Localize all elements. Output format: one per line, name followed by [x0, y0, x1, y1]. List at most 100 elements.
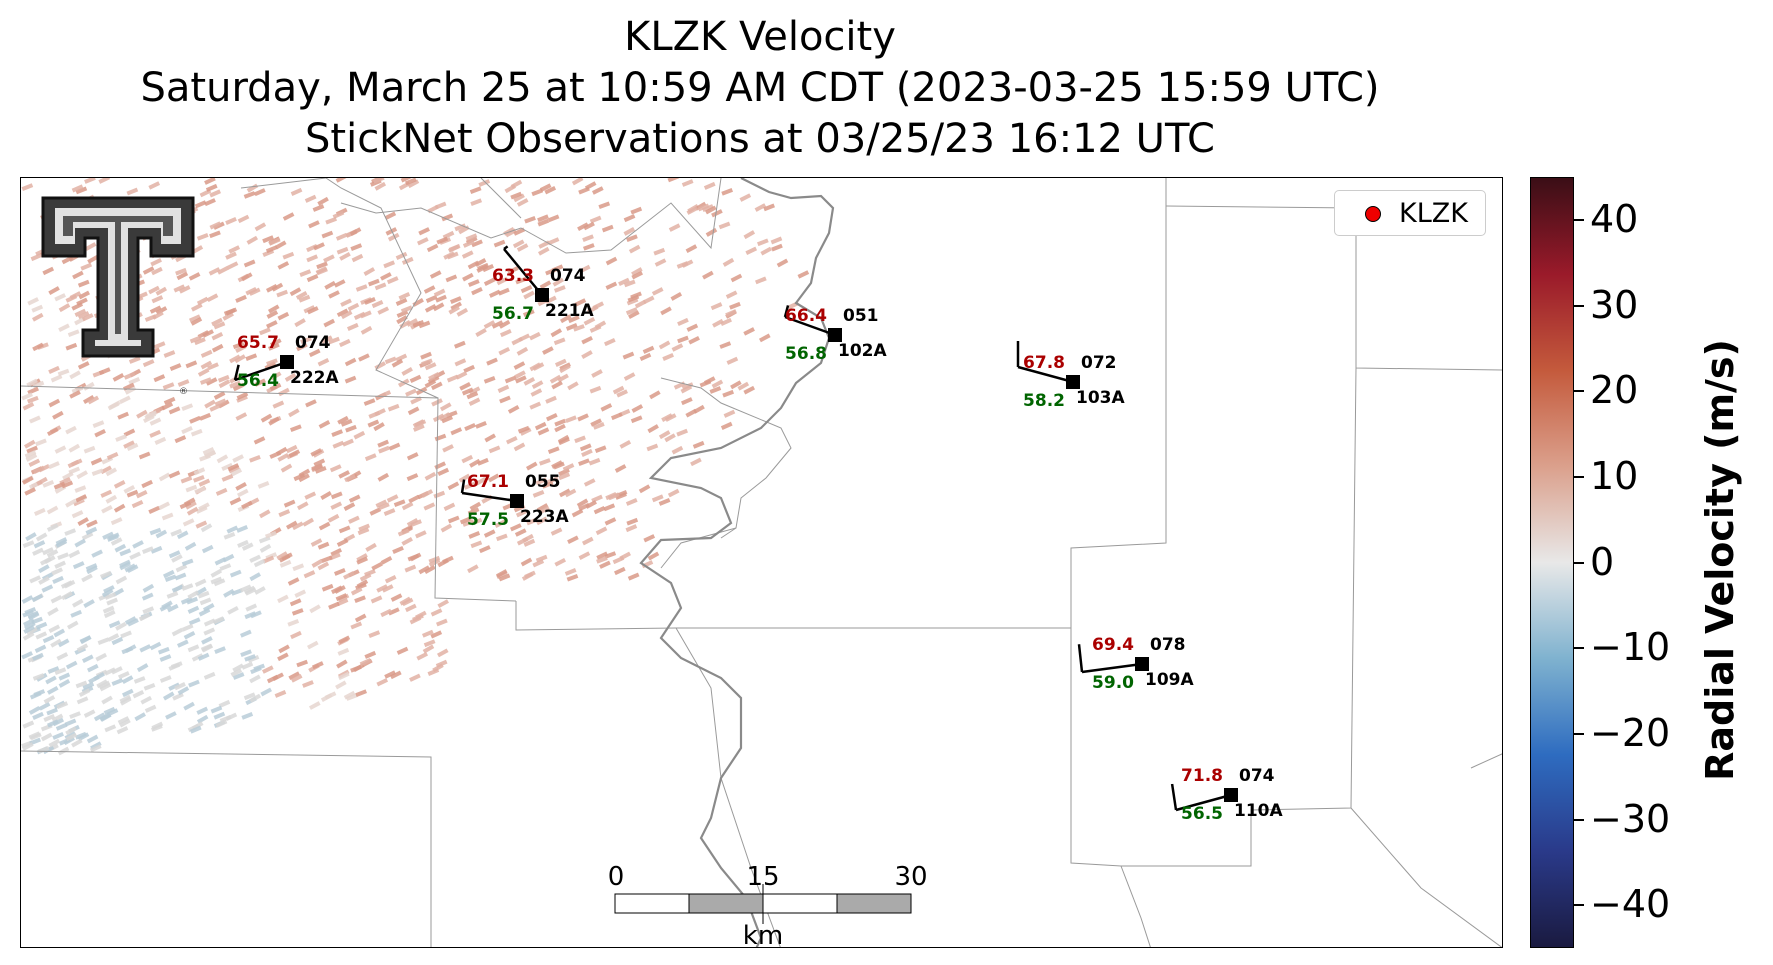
station-dewpoint: 56.4 [237, 371, 279, 391]
sticknet-stations: 65.7 074 56.4 222A 63.3 074 56.7 221A 66.4 051 56.… [233, 245, 1283, 824]
radar-velocity-layer [21, 178, 810, 756]
colorbar-tick-mark [1574, 561, 1584, 564]
station-temp: 63.3 [492, 266, 534, 286]
wind-barb-flag [1170, 783, 1178, 811]
boundary-line [240, 178, 327, 189]
map-canvas[interactable]: ® 65.7 074 56.4 222A 63.3 074 56.7 221A 66.4 051 5… [21, 178, 1503, 948]
scale-label-30: 30 [894, 862, 928, 892]
colorbar-tick-label: 10 [1590, 453, 1639, 498]
wind-barb-flag [1077, 644, 1084, 673]
station-dewpoint: 59.0 [1092, 673, 1134, 693]
station-wind-dir: 074 [550, 266, 586, 286]
colorbar-tick-label: −10 [1590, 625, 1671, 670]
boundary-line [340, 178, 722, 254]
colorbar-tick-mark [1574, 304, 1584, 307]
station-id: 103A [1076, 388, 1125, 408]
station-temp: 67.8 [1023, 353, 1065, 373]
colorbar-tick-mark [1574, 904, 1584, 907]
station-plot[interactable]: 67.8 072 58.2 103A [1016, 341, 1125, 411]
scale-bar [614, 884, 912, 924]
station-wind-dir: 055 [525, 472, 561, 492]
station-marker-icon[interactable] [280, 355, 294, 369]
station-marker-icon[interactable] [535, 288, 549, 302]
colorbar-title: Radial Velocity (m/s) [1698, 339, 1742, 781]
boundary-line [720, 527, 737, 539]
station-id: 110A [1234, 801, 1283, 821]
station-plot[interactable]: 65.7 074 56.4 222A [233, 333, 339, 391]
boundary-line [1120, 865, 1151, 947]
boundary-line [1165, 205, 1502, 371]
station-plot[interactable]: 63.3 074 56.7 221A [492, 245, 594, 324]
wind-barb-shaft [1175, 793, 1232, 812]
colorbar-tick-label: 0 [1590, 539, 1615, 584]
wind-barb-shaft [503, 248, 543, 296]
station-marker-icon[interactable] [510, 494, 524, 508]
colorbar [1530, 177, 1574, 948]
texas-tech-logo: ® [41, 196, 195, 397]
station-wind-dir: 051 [843, 306, 879, 326]
station-id: 109A [1145, 670, 1194, 690]
legend-label: KLZK [1399, 198, 1468, 229]
legend: KLZK [1334, 190, 1486, 236]
wind-barb-shaft [784, 315, 836, 337]
boundary-line [21, 385, 517, 602]
station-marker-icon[interactable] [1135, 657, 1149, 671]
colorbar-tick-label: 20 [1590, 368, 1639, 413]
colorbar-tick-mark [1574, 818, 1584, 821]
station-temp: 71.8 [1181, 766, 1223, 786]
station-id: 102A [838, 341, 887, 361]
county-boundaries [21, 178, 1502, 947]
station-plot[interactable]: 71.8 074 56.5 110A [1170, 766, 1283, 824]
klzk-marker-icon [1365, 206, 1381, 222]
station-wind-dir: 072 [1081, 353, 1117, 373]
wind-barb-shaft [1081, 662, 1143, 674]
scale-unit: km [742, 921, 784, 948]
station-wind-dir: 074 [1239, 766, 1275, 786]
station-marker-icon[interactable] [1224, 788, 1238, 802]
colorbar-tick-mark [1574, 218, 1584, 221]
boundary-line [325, 178, 439, 399]
station-id: 221A [545, 301, 594, 321]
scale-label-0: 0 [607, 862, 625, 892]
boundary-line [1070, 367, 1357, 867]
map-panel[interactable]: ® 65.7 074 56.4 222A 63.3 074 56.7 221A 66.4 051 5… [20, 177, 1503, 948]
scale-label-15: 15 [746, 862, 780, 892]
colorbar-tick-label: −30 [1590, 796, 1671, 841]
station-marker-icon[interactable] [1066, 375, 1080, 389]
station-temp: 67.1 [467, 472, 509, 492]
station-temp: 65.7 [237, 333, 279, 353]
station-dewpoint: 57.5 [467, 510, 509, 530]
colorbar-tick-mark [1574, 475, 1584, 478]
colorbar-tick-label: −20 [1590, 710, 1671, 755]
wind-barb-shaft [1017, 365, 1074, 384]
colorbar-tick-mark [1574, 390, 1584, 393]
colorbar-tick-label: 30 [1590, 282, 1639, 327]
wind-barb-flag [503, 245, 509, 251]
wind-barb-shaft [461, 491, 518, 503]
colorbar-tick-label: −40 [1590, 882, 1671, 927]
station-dewpoint: 56.8 [785, 344, 827, 364]
station-dewpoint: 56.7 [492, 304, 534, 324]
boundary-line [480, 178, 522, 219]
title-line-1: KLZK Velocity [624, 14, 896, 60]
title-line-2: Saturday, March 25 at 10:59 AM CDT (2023… [140, 65, 1380, 111]
boundary-line [1350, 807, 1502, 947]
colorbar-tick-mark [1574, 732, 1584, 735]
river [639, 178, 835, 947]
station-plot[interactable]: 67.1 055 57.5 223A [460, 472, 569, 530]
station-plot[interactable]: 69.4 078 59.0 109A [1077, 635, 1194, 693]
station-plot[interactable]: 66.4 051 56.8 102A [783, 305, 887, 364]
station-wind-dir: 078 [1150, 635, 1186, 655]
station-id: 222A [290, 368, 339, 388]
station-temp: 66.4 [785, 306, 827, 326]
svg-text:®: ® [179, 387, 188, 397]
station-dewpoint: 58.2 [1023, 391, 1065, 411]
station-wind-dir: 074 [295, 333, 331, 353]
station-dewpoint: 56.5 [1181, 804, 1223, 824]
wind-barb-shaft [234, 360, 288, 382]
station-marker-icon[interactable] [828, 328, 842, 342]
boundary-line [1470, 753, 1502, 769]
title-line-3: StickNet Observations at 03/25/23 16:12 … [305, 116, 1215, 162]
station-id: 223A [520, 507, 569, 527]
colorbar-tick-label: 40 [1590, 196, 1639, 241]
